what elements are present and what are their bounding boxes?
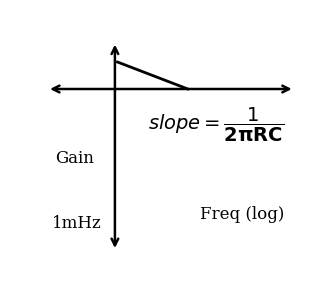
Text: 1mHz: 1mHz — [52, 215, 102, 232]
Text: $\mathit{slope} = \dfrac{1}{\mathbf{2\pi RC}}$: $\mathit{slope} = \dfrac{1}{\mathbf{2\pi… — [149, 106, 285, 144]
Text: Gain: Gain — [55, 150, 94, 167]
Text: Freq (log): Freq (log) — [200, 206, 284, 223]
